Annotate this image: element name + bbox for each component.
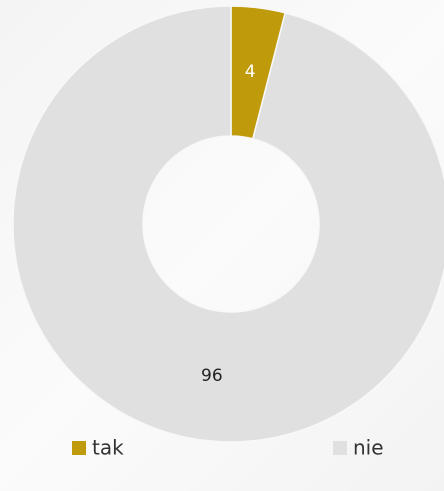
legend-swatch [72,441,86,455]
legend-label: tak [92,436,124,460]
donut-slice [12,5,444,443]
legend-swatch [333,441,347,455]
data-label: 4 [245,62,256,82]
data-label: 96 [201,366,223,386]
legend-label: nie [353,436,384,460]
